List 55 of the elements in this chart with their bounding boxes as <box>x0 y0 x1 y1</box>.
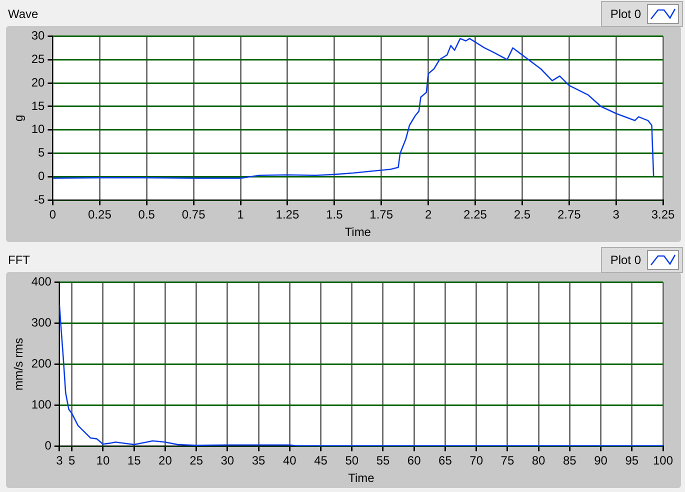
x-tick-label: 5 <box>68 454 76 468</box>
x-tick-label: 2 <box>424 208 432 222</box>
x-tick-label: 0.25 <box>88 208 112 222</box>
y-axis-title: mm/s rms <box>12 338 26 391</box>
x-tick-label: 90 <box>594 454 608 468</box>
y-tick-label: 100 <box>31 398 52 412</box>
x-tick-label: 85 <box>562 454 577 468</box>
y-tick-label: 25 <box>31 52 46 66</box>
y-tick-label: 0 <box>44 438 52 453</box>
x-tick-label: 15 <box>127 454 142 468</box>
x-tick-label: 0.5 <box>138 208 156 222</box>
x-tick-label: 3 <box>56 454 64 468</box>
y-tick-label: 10 <box>31 122 46 136</box>
x-tick-label: 65 <box>438 454 452 468</box>
y-tick-label: 300 <box>31 316 52 330</box>
x-tick-label: 55 <box>376 454 390 468</box>
y-tick-label: 15 <box>31 98 46 113</box>
x-tick-label: 40 <box>282 454 297 468</box>
x-tick-label: 45 <box>314 454 328 468</box>
x-tick-label: 0.75 <box>182 208 206 222</box>
y-tick-label: 200 <box>31 356 52 371</box>
chart-title: Wave <box>8 7 38 21</box>
y-axis-title: g <box>12 114 26 122</box>
y-tick-label: 400 <box>31 274 52 289</box>
x-tick-label: 1.75 <box>370 208 394 222</box>
x-tick-label: 2.5 <box>514 208 531 222</box>
x-tick-label: 70 <box>470 454 484 468</box>
x-tick-label: 80 <box>532 454 546 468</box>
x-tick-label: 3.25 <box>651 208 675 222</box>
y-tick-label: 0 <box>38 169 46 184</box>
x-tick-label: 20 <box>158 454 172 468</box>
x-tick-label: 1 <box>237 208 244 222</box>
x-tick-label: 2.75 <box>557 208 582 222</box>
x-tick-label: 1.5 <box>326 208 344 222</box>
x-tick-label: 60 <box>407 454 422 468</box>
y-tick-label: 5 <box>38 146 46 160</box>
chart-title: FFT <box>8 253 30 267</box>
x-axis-title: Time <box>348 471 375 486</box>
x-tick-label: 75 <box>500 454 514 468</box>
x-tick-label: 1.25 <box>276 208 300 222</box>
x-tick-label: 50 <box>345 454 359 468</box>
x-tick-label: 100 <box>652 454 674 468</box>
x-tick-label: 10 <box>96 454 110 468</box>
x-tick-label: 35 <box>252 454 266 468</box>
legend-label: Plot 0 <box>610 253 641 267</box>
y-tick-label: 20 <box>31 75 46 90</box>
x-tick-label: 3 <box>612 208 620 222</box>
x-tick-label: 30 <box>220 454 234 468</box>
x-tick-label: 95 <box>625 454 639 468</box>
x-axis-title: Time <box>344 225 372 240</box>
y-tick-label: 30 <box>31 28 46 43</box>
x-tick-label: 25 <box>190 454 204 468</box>
y-tick-label: -5 <box>34 192 46 207</box>
x-tick-label: 2.25 <box>464 208 488 222</box>
legend-label: Plot 0 <box>610 7 641 21</box>
